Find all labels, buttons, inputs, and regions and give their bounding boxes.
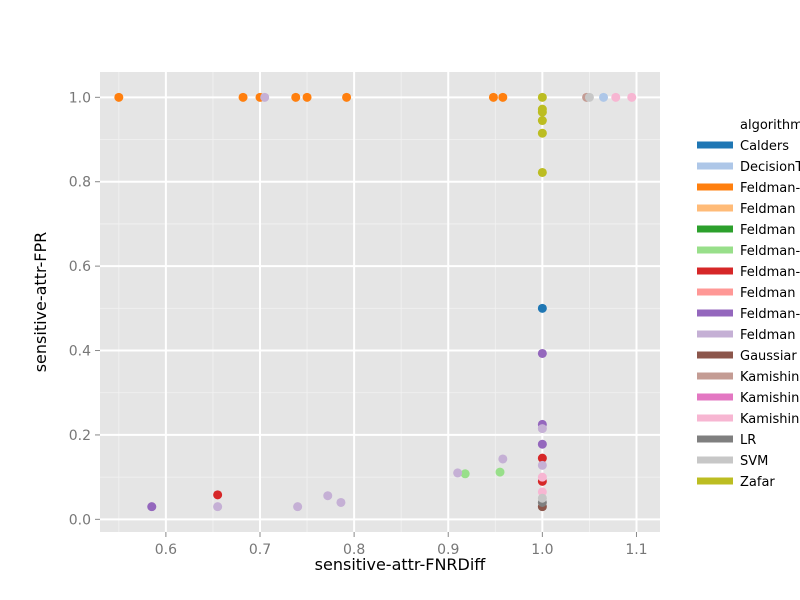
data-point [488,92,498,102]
legend-label: SVM [740,454,768,469]
legend-label: LR [740,433,756,448]
x-tick-label: 1.0 [531,542,553,558]
legend-swatch [697,351,733,359]
y-tick-label: 0.4 [69,344,91,360]
data-point [537,424,547,434]
legend-label: Feldman [740,328,796,343]
legend-swatch [697,435,733,443]
legend-swatch [697,141,733,149]
data-point [537,107,547,117]
x-axis-ticks: 0.6 0.7 0.8 0.9 1.0 1.1 [155,532,648,558]
x-tick-label: 1.1 [625,542,647,558]
legend-swatch [697,183,733,191]
data-point [213,490,223,500]
legend-swatch [697,393,733,401]
x-axis-title: sensitive-attr-FNRDiff [315,555,487,574]
legend-swatch [697,288,733,296]
legend-swatch [697,330,733,338]
data-point [537,92,547,102]
data-points [114,92,637,512]
data-point [537,116,547,126]
data-point [114,92,124,102]
data-point [342,92,352,102]
legend-label: Kamishin [740,370,799,385]
legend-label: Zafar [740,475,775,490]
data-point [537,460,547,470]
data-point [584,92,594,102]
data-point [293,502,303,512]
legend-swatch [697,267,733,275]
data-point [537,167,547,177]
legend-swatch [697,372,733,380]
data-point [537,493,547,503]
legend-swatch [697,309,733,317]
y-axis-title: sensitive-attr-FPR [31,232,50,373]
data-point [260,92,270,102]
y-tick-label: 0.6 [69,259,91,275]
legend-label: Kamishin [740,412,799,427]
data-point [537,348,547,358]
legend-swatch [697,477,733,485]
data-point [627,92,637,102]
data-point [498,454,508,464]
data-point [238,92,248,102]
legend-label: Gaussiar [740,349,797,364]
legend-label: Calders [740,139,789,154]
legend-label: Feldman- [740,265,800,280]
legend-swatch [697,204,733,212]
legend-label: Feldman- [740,181,800,196]
y-tick-label: 0.2 [69,428,91,444]
data-point [611,92,621,102]
data-point [537,472,547,482]
data-point [147,502,157,512]
y-tick-label: 0.8 [69,175,91,191]
data-point [498,92,508,102]
legend-label: Feldman [740,202,796,217]
data-point [460,469,470,479]
legend-swatch [697,414,733,422]
data-point [599,92,609,102]
data-point [302,92,312,102]
data-point [537,303,547,313]
data-point [336,497,346,507]
x-tick-label: 0.6 [155,542,177,558]
data-point [453,468,463,478]
x-tick-label: 0.9 [437,542,459,558]
legend-swatch [697,456,733,464]
legend-label: DecisionT [740,160,800,175]
data-point [323,491,333,501]
y-tick-label: 1.0 [69,90,91,106]
legend: algorithm Calders DecisionT Feldman- Feldma… [697,118,800,490]
x-tick-label: 0.8 [343,542,365,558]
data-point [213,502,223,512]
data-point [537,487,547,497]
legend-title: algorithm [740,118,800,133]
legend-label: Feldman- [740,307,800,322]
legend-swatch [697,162,733,170]
x-tick-label: 0.7 [249,542,271,558]
y-axis-ticks: 0.0 0.2 0.4 0.6 0.8 1.0 [69,90,100,528]
y-tick-label: 0.0 [69,512,91,528]
data-point [537,453,547,463]
data-point [291,92,301,102]
data-point [537,439,547,449]
grid-lines [100,72,660,532]
data-point [537,128,547,138]
legend-swatch [697,225,733,233]
data-point [495,467,505,477]
legend-label: Feldman [740,223,796,238]
legend-label: Feldman- [740,244,800,259]
legend-label: Feldman [740,286,796,301]
plot-background [100,72,660,532]
legend-label: Kamishin [740,391,799,406]
legend-swatch [697,246,733,254]
